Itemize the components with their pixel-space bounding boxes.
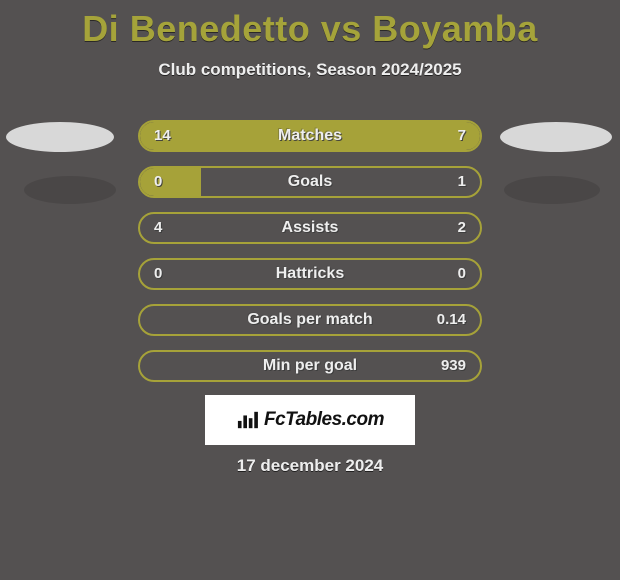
stat-fill-left bbox=[140, 168, 201, 196]
stat-label: Min per goal bbox=[140, 352, 480, 380]
stat-row: Goals per match0.14 bbox=[138, 304, 482, 336]
stat-value-left: 4 bbox=[154, 214, 162, 242]
page-subtitle: Club competitions, Season 2024/2025 bbox=[0, 60, 620, 80]
decorative-ellipse bbox=[504, 176, 600, 204]
stat-value-right: 0.14 bbox=[437, 306, 466, 334]
page-title: Di Benedetto vs Boyamba bbox=[0, 0, 620, 50]
stat-value-right: 2 bbox=[458, 214, 466, 242]
stat-value-right: 1 bbox=[458, 168, 466, 196]
logo-text: FcTables.com bbox=[264, 409, 384, 431]
stat-label: Hattricks bbox=[140, 260, 480, 288]
stat-value-right: 0 bbox=[458, 260, 466, 288]
stat-row: Assists4 2 bbox=[138, 212, 482, 244]
decorative-ellipse bbox=[24, 176, 116, 204]
stat-row: Min per goal939 bbox=[138, 350, 482, 382]
stats-container: Matches147 Goals01 Assists4 2 Hattricks0 0 Goa… bbox=[138, 120, 482, 396]
bar-chart-icon bbox=[236, 410, 258, 430]
decorative-ellipse bbox=[500, 122, 612, 152]
stat-row: Goals01 bbox=[138, 166, 482, 198]
stat-value-right: 939 bbox=[441, 352, 466, 380]
stat-value-left: 0 bbox=[154, 260, 162, 288]
stat-row: Matches147 bbox=[138, 120, 482, 152]
logo-box: FcTables.com bbox=[205, 395, 415, 445]
decorative-ellipse bbox=[6, 122, 114, 152]
stat-row: Hattricks0 0 bbox=[138, 258, 482, 290]
stat-label: Assists bbox=[140, 214, 480, 242]
stat-label: Goals per match bbox=[140, 306, 480, 334]
date-text: 17 december 2024 bbox=[0, 456, 620, 476]
stat-fill-left bbox=[140, 122, 364, 150]
stat-fill-right bbox=[364, 122, 480, 150]
